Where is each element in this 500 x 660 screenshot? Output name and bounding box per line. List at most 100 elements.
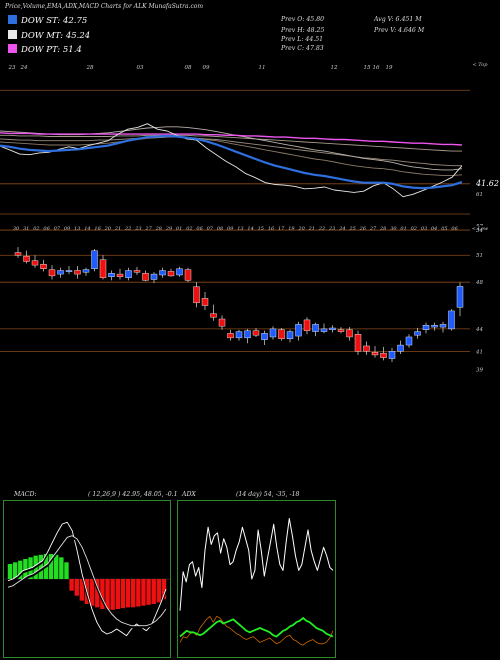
top-date-label: 22 — [318, 226, 325, 232]
stat-prev-open: Prev O: 45.80 — [281, 16, 325, 23]
candle-body — [303, 319, 311, 331]
candle-body — [57, 270, 64, 275]
candle-body — [159, 270, 166, 276]
legend-swatch — [8, 15, 17, 24]
macd-histogram-bar — [95, 579, 100, 608]
top-right-label: < Low — [472, 226, 489, 232]
candle-body — [201, 298, 209, 306]
ema-series-line — [0, 136, 462, 167]
top-date-label: 09 — [64, 226, 71, 232]
candle-body — [439, 324, 447, 328]
macd-histogram-bar — [89, 579, 95, 606]
candle-body — [244, 330, 251, 339]
candle-body — [210, 313, 217, 318]
top-date-label: 11 — [259, 65, 266, 71]
candle-body — [286, 331, 294, 339]
candle-body — [320, 328, 328, 332]
candle-body — [354, 334, 362, 352]
last-value-label: 41.62 — [475, 179, 499, 188]
adx-chart — [179, 518, 335, 646]
top-date-label: 16 — [373, 65, 380, 71]
adx-series-line — [179, 518, 334, 611]
top-date-label: 27 — [144, 226, 152, 232]
macd-histogram-bar — [64, 562, 69, 579]
top-date-label: 02 — [411, 226, 417, 232]
top-date-label: 27 — [369, 226, 377, 232]
candle-body — [40, 264, 47, 269]
candle-body — [116, 273, 124, 277]
candle-body — [422, 325, 430, 330]
top-date-label: 13 — [237, 226, 243, 232]
macd-histogram-bar — [23, 559, 28, 579]
top-date-label: 02 — [186, 226, 192, 232]
candle-body — [456, 286, 464, 308]
macd-histogram-bar — [161, 579, 167, 599]
legend-swatch — [8, 30, 17, 39]
price-chart: 30 31 02 06 07 09 13 14 16 20 21 22 23 27 28 29 01 02 06 07… — [0, 226, 489, 372]
macd-histogram-bar — [74, 579, 79, 596]
candle-body — [74, 270, 81, 275]
top-date-label: 08 — [217, 226, 223, 232]
candle-body — [346, 329, 353, 338]
top-date-label: 02 — [33, 226, 39, 232]
adx-panel — [177, 500, 336, 658]
top-date-label: 22 — [124, 226, 131, 232]
candle-body — [278, 329, 285, 339]
top-date-label: 24 — [338, 226, 345, 232]
candle-body — [150, 273, 158, 280]
macd-histogram-bar — [79, 579, 85, 601]
candle-body — [252, 330, 260, 336]
axis-label: 48 — [475, 280, 483, 286]
candle-body — [14, 252, 22, 256]
candle-body — [448, 310, 455, 330]
macd-histogram-bar — [151, 579, 156, 604]
top-date-label: 12 — [331, 65, 338, 71]
macd-histogram-bar — [54, 554, 59, 579]
candle-body — [142, 272, 149, 281]
candle-body — [329, 327, 336, 330]
axis-label: 44 — [475, 327, 483, 333]
top-date-label: 14 — [84, 226, 90, 232]
macd-histogram-bar — [136, 579, 141, 607]
candle-body — [82, 269, 90, 273]
top-date-label: 20 — [104, 226, 112, 232]
top-date-label: 23 — [8, 65, 16, 71]
top-date-label: 03 — [137, 65, 144, 71]
top-date-label: 17 — [278, 226, 285, 232]
candle-body — [269, 328, 277, 338]
adx-series-line — [179, 617, 334, 638]
candle-body — [261, 333, 268, 340]
macd-histogram-bar — [105, 579, 110, 610]
top-date-label: 06 — [43, 226, 50, 232]
macd-histogram-bar — [100, 579, 105, 609]
legend-dow-pt: DOW PT: 51.4 — [8, 44, 82, 55]
adx-series-line — [179, 616, 334, 646]
macd-histogram-bar — [110, 579, 115, 610]
candle-body — [414, 331, 421, 336]
top-date-label: 06 — [196, 226, 203, 232]
top-date-label: 31 — [23, 226, 29, 232]
candle-body — [380, 352, 387, 358]
ema-series-line — [0, 134, 463, 190]
top-date-label: 07 — [54, 226, 61, 232]
ema-series-line — [0, 126, 463, 171]
ema-series-line — [0, 136, 463, 176]
candle-body — [388, 351, 396, 359]
candle-body — [99, 259, 107, 278]
candle-body — [184, 269, 192, 281]
candle-body — [218, 318, 226, 327]
candle-body — [23, 255, 30, 262]
top-date-label: 20 — [297, 226, 305, 232]
candle-body — [295, 324, 302, 337]
candle-body — [397, 344, 404, 352]
axis-label: 61 — [476, 192, 483, 198]
macd-histogram-bar — [125, 579, 131, 608]
macd-panel — [3, 500, 171, 658]
candle-body — [176, 268, 183, 276]
top-date-label: 15 — [364, 65, 371, 71]
top-date-label: 16 — [268, 226, 275, 232]
stat-avg-volume: Avg V: 6.451 M — [374, 16, 422, 23]
candle-body — [91, 250, 98, 269]
top-date-label: 19 — [288, 226, 295, 232]
